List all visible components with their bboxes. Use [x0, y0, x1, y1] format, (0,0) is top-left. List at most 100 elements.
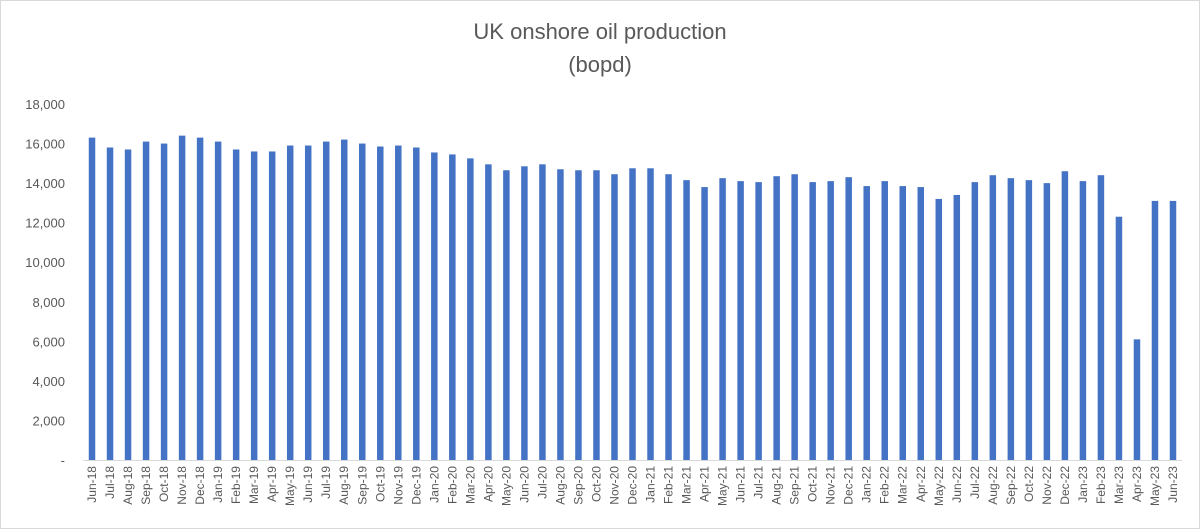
- bar: [268, 151, 276, 460]
- bar: [1043, 183, 1051, 461]
- bar: [1097, 175, 1105, 460]
- bar: [1151, 200, 1159, 460]
- x-tick-label: Sep-21: [788, 466, 802, 505]
- bar: [629, 168, 636, 460]
- bar: [719, 178, 726, 461]
- bar: [142, 141, 150, 460]
- x-tick-label: Sep-18: [139, 466, 153, 505]
- bar: [989, 175, 997, 460]
- x-tick-label: Mar-19: [247, 466, 261, 504]
- x-tick-label: Sep-20: [571, 466, 585, 505]
- x-tick-label: Dec-18: [193, 466, 207, 505]
- x-tick-label: Jan-22: [860, 466, 874, 503]
- bar: [557, 169, 564, 460]
- x-tick-label: Sep-19: [355, 466, 369, 505]
- y-tick-label: 10,000: [25, 255, 65, 270]
- x-tick-label: May-20: [499, 466, 513, 506]
- bar: [232, 149, 240, 461]
- bar: [395, 145, 402, 460]
- y-tick-label: 4,000: [32, 374, 65, 389]
- x-tick-label: May-23: [1148, 466, 1162, 506]
- x-tick-label: Mar-22: [896, 466, 910, 504]
- x-tick-label: Jul-22: [968, 466, 982, 499]
- bar: [935, 198, 943, 460]
- y-tick-label: 18,000: [25, 97, 65, 112]
- x-tick-label: Mar-20: [463, 466, 477, 504]
- x-tick-label: Dec-21: [842, 466, 856, 505]
- chart-title: UK onshore oil production: [473, 19, 727, 44]
- x-tick-label: Jun-23: [1166, 466, 1180, 503]
- y-tick-label: 8,000: [32, 295, 65, 310]
- x-tick-label: Feb-20: [445, 466, 459, 504]
- x-tick-label: Oct-19: [373, 466, 387, 502]
- bar: [304, 145, 312, 460]
- bar: [286, 145, 294, 460]
- x-tick-label: Jul-19: [319, 466, 333, 499]
- x-tick-label: Aug-20: [553, 466, 567, 505]
- x-tick-label: Aug-22: [986, 466, 1000, 505]
- bar: [503, 170, 510, 460]
- x-tick-label: Jul-20: [535, 466, 549, 499]
- x-tick-label: Dec-20: [626, 466, 640, 505]
- x-tick-label: May-21: [716, 466, 730, 506]
- bar: [737, 181, 744, 460]
- x-tick-label: Feb-23: [1094, 466, 1108, 504]
- bar: [340, 139, 348, 460]
- x-tick-label: Apr-19: [265, 466, 279, 502]
- x-tick-label: Mar-21: [680, 466, 694, 504]
- x-tick-label: Mar-23: [1112, 466, 1126, 504]
- x-tick-label: Feb-22: [878, 466, 892, 504]
- bar: [431, 152, 438, 460]
- bar: [539, 164, 546, 460]
- y-tick-label: 16,000: [25, 137, 65, 152]
- x-tick-label: Aug-18: [121, 466, 135, 505]
- bar: [322, 141, 330, 460]
- bar: [809, 182, 816, 460]
- x-tick-label: Nov-19: [391, 466, 405, 505]
- x-tick-label: Jan-21: [644, 466, 658, 503]
- y-tick-label: 2,000: [32, 413, 65, 428]
- bar: [1061, 171, 1069, 461]
- y-tick-label: 6,000: [32, 334, 65, 349]
- bars: [88, 135, 1177, 461]
- bar: [845, 177, 852, 460]
- x-tick-label: Nov-22: [1040, 466, 1054, 505]
- bar: [971, 182, 979, 460]
- x-tick-label: Jun-19: [301, 466, 315, 503]
- y-tick-label: -: [61, 453, 65, 468]
- x-tick-label: Oct-21: [806, 466, 820, 502]
- bar: [449, 154, 456, 460]
- bar: [647, 168, 654, 460]
- bar: [863, 186, 870, 460]
- x-tick-label: Dec-19: [409, 466, 423, 505]
- x-axis: Jun-18 Jul-18 Aug-18 Sep-18 Oct-18 Nov-18 Dec-…: [85, 466, 1180, 506]
- bar: [881, 181, 888, 460]
- x-tick-label: Oct-20: [589, 466, 603, 502]
- x-tick-label: Jul-18: [103, 466, 117, 499]
- x-tick-label: Oct-22: [1022, 466, 1036, 502]
- bar: [683, 180, 690, 460]
- bar: [1025, 180, 1033, 460]
- x-tick-label: Feb-19: [229, 466, 243, 504]
- bar: [196, 137, 204, 460]
- bar: [106, 147, 114, 460]
- bar: [917, 187, 925, 460]
- x-tick-label: Aug-19: [337, 466, 351, 505]
- x-tick-label: Apr-21: [698, 466, 712, 502]
- x-tick-label: Jul-21: [752, 466, 766, 499]
- bar: [575, 170, 582, 460]
- bar: [827, 181, 834, 460]
- bar: [701, 187, 708, 460]
- x-tick-label: Sep-22: [1004, 466, 1018, 505]
- bar: [359, 143, 366, 460]
- bar: [1115, 216, 1123, 460]
- y-tick-label: 12,000: [25, 216, 65, 231]
- bar: [665, 174, 672, 460]
- x-tick-label: Oct-18: [157, 466, 171, 502]
- y-tick-label: 14,000: [25, 176, 65, 191]
- y-axis: - 2,000 4,000 6,000 8,000 10,000 12,000 14,000 1…: [25, 97, 65, 468]
- bar: [160, 143, 168, 460]
- x-tick-label: Jun-21: [734, 466, 748, 503]
- bar: [773, 176, 780, 460]
